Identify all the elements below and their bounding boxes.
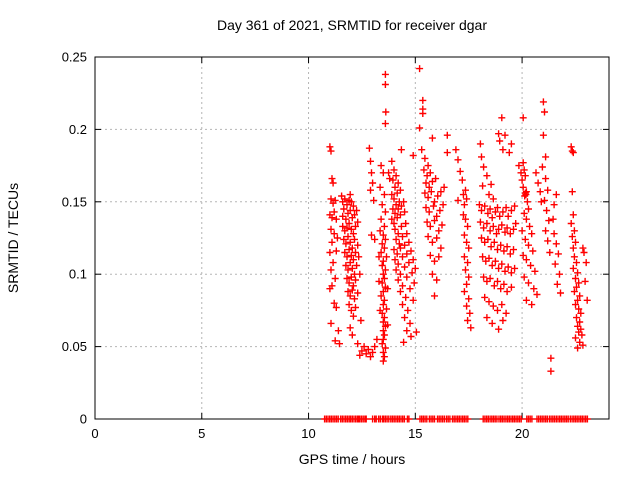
x-tick-labels: 0 5 10 15 20 bbox=[91, 426, 529, 441]
y-tick-labels: 0 0.05 0.1 0.15 0.2 0.25 bbox=[62, 50, 87, 427]
x-axis-label: GPS time / hours bbox=[299, 451, 406, 467]
y-tick-label: 0 bbox=[80, 412, 87, 427]
axis-ticks bbox=[94, 56, 609, 420]
chart-title: Day 361 of 2021, SRMTID for receiver dga… bbox=[217, 17, 487, 33]
plot-border bbox=[94, 56, 610, 420]
x-tick-label: 15 bbox=[408, 426, 422, 441]
x-tick-label: 20 bbox=[515, 426, 529, 441]
y-tick-label: 0.2 bbox=[69, 122, 87, 137]
y-tick-label: 0.25 bbox=[62, 50, 87, 65]
zero-baseline-markers bbox=[321, 415, 591, 423]
y-tick-label: 0.1 bbox=[69, 267, 87, 282]
y-axis-label: SRMTID / TECUs bbox=[5, 183, 21, 293]
y-tick-label: 0.05 bbox=[62, 339, 87, 354]
grid-lines bbox=[95, 57, 609, 419]
scatter-series-markers bbox=[326, 65, 591, 375]
y-tick-label: 0.15 bbox=[62, 194, 87, 209]
x-tick-label: 0 bbox=[91, 426, 98, 441]
x-tick-label: 10 bbox=[301, 426, 315, 441]
x-tick-label: 5 bbox=[198, 426, 205, 441]
